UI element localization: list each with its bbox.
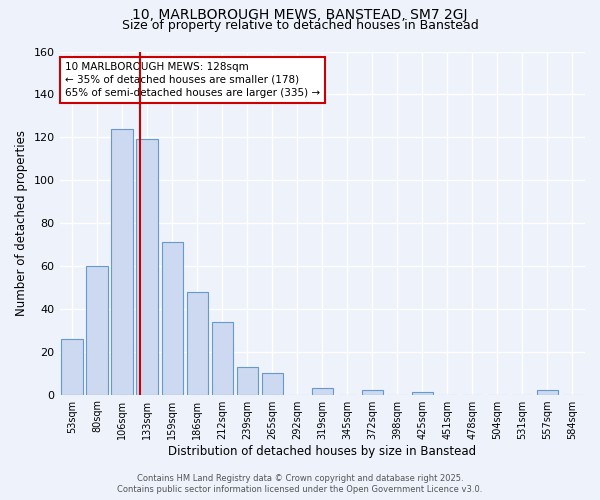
Bar bbox=[136, 140, 158, 394]
Bar bbox=[362, 390, 383, 394]
Bar bbox=[86, 266, 108, 394]
Bar bbox=[61, 339, 83, 394]
Bar bbox=[112, 128, 133, 394]
X-axis label: Distribution of detached houses by size in Banstead: Distribution of detached houses by size … bbox=[168, 444, 476, 458]
Bar bbox=[537, 390, 558, 394]
Y-axis label: Number of detached properties: Number of detached properties bbox=[15, 130, 28, 316]
Bar bbox=[311, 388, 333, 394]
Text: Contains HM Land Registry data © Crown copyright and database right 2025.
Contai: Contains HM Land Registry data © Crown c… bbox=[118, 474, 482, 494]
Bar bbox=[262, 373, 283, 394]
Bar bbox=[236, 366, 258, 394]
Bar bbox=[161, 242, 183, 394]
Bar bbox=[187, 292, 208, 395]
Text: 10, MARLBOROUGH MEWS, BANSTEAD, SM7 2GJ: 10, MARLBOROUGH MEWS, BANSTEAD, SM7 2GJ bbox=[132, 8, 468, 22]
Bar bbox=[212, 322, 233, 394]
Text: Size of property relative to detached houses in Banstead: Size of property relative to detached ho… bbox=[122, 19, 478, 32]
Text: 10 MARLBOROUGH MEWS: 128sqm
← 35% of detached houses are smaller (178)
65% of se: 10 MARLBOROUGH MEWS: 128sqm ← 35% of det… bbox=[65, 62, 320, 98]
Bar bbox=[412, 392, 433, 394]
